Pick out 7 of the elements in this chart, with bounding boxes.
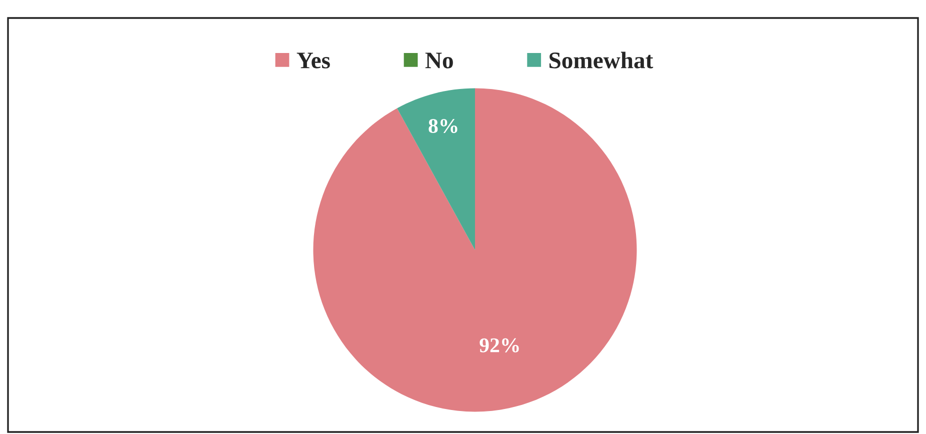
data-label: 8% [428, 118, 458, 134]
legend-label: No [425, 52, 453, 68]
legend-label: Yes [296, 52, 330, 68]
legend-label: Somewhat [550, 52, 654, 68]
pie-slice [313, 88, 637, 412]
pie-slice [397, 88, 475, 250]
data-label: 92% [480, 338, 519, 352]
